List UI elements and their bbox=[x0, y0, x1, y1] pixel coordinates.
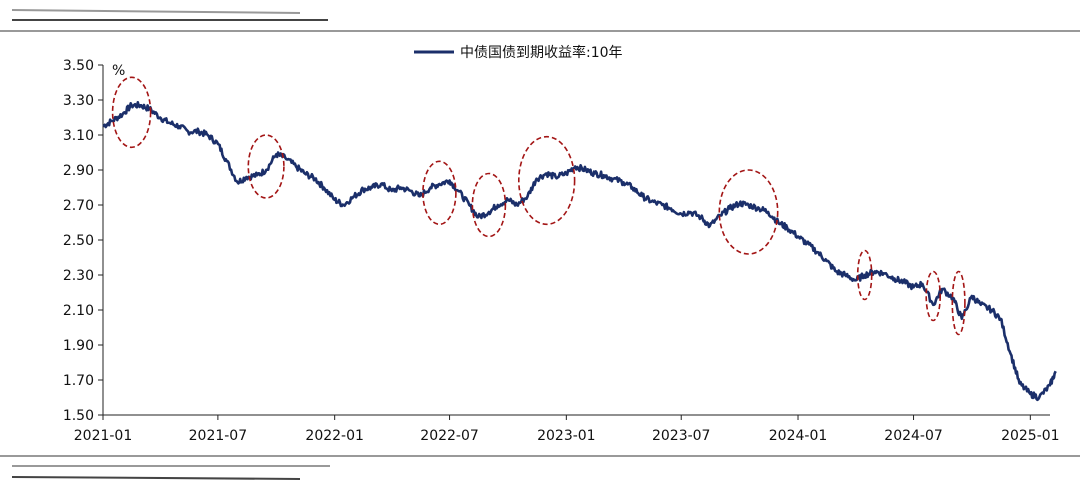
unit-label: % bbox=[112, 63, 125, 79]
axes: 3.50 3.30 3.10 2.90 2.70 2.50 2.30 2.10 1.90 1.70… bbox=[63, 58, 1060, 444]
x-tick-label: 2025-01 bbox=[1001, 428, 1060, 444]
x-tick-label: 2022-07 bbox=[420, 428, 479, 444]
x-tick-label: 2021-01 bbox=[74, 428, 133, 444]
x-tick-label: 2024-01 bbox=[769, 428, 828, 444]
y-tick-label: 2.70 bbox=[63, 198, 94, 214]
highlight-ellipse bbox=[111, 76, 152, 149]
header-stroke-light bbox=[11, 9, 301, 14]
y-tick-label: 3.10 bbox=[63, 128, 94, 144]
series-line bbox=[102, 101, 1057, 402]
x-tick-label: 2024-07 bbox=[884, 428, 943, 444]
highlight-ellipse bbox=[925, 270, 942, 322]
highlight-ellipse bbox=[517, 135, 576, 226]
highlight-ellipse bbox=[718, 169, 779, 255]
x-tick-label: 2021-07 bbox=[189, 428, 248, 444]
x-tick-label: 2023-01 bbox=[537, 428, 596, 444]
footer-decoration bbox=[11, 465, 330, 480]
footer-stroke-dark bbox=[11, 476, 301, 480]
highlight-ellipse bbox=[422, 160, 457, 226]
highlight-ellipse bbox=[951, 270, 966, 336]
highlight-ellipse bbox=[856, 249, 873, 301]
y-tick-label: 1.70 bbox=[63, 373, 94, 389]
series-layer bbox=[102, 101, 1057, 402]
y-tick-label: 2.50 bbox=[63, 233, 94, 249]
x-axis: 2021-01 2021-07 2022-01 2022-07 2023-01 2023-… bbox=[74, 414, 1060, 444]
legend: 中债国债到期收益率:10年 bbox=[414, 44, 623, 61]
y-tick-label: 1.90 bbox=[63, 338, 94, 354]
y-tick-label: 2.90 bbox=[63, 163, 94, 179]
x-tick-label: 2022-01 bbox=[305, 428, 364, 444]
annotation-layer bbox=[111, 76, 966, 336]
x-tick-label: 2023-07 bbox=[652, 428, 711, 444]
y-axis: 3.50 3.30 3.10 2.90 2.70 2.50 2.30 2.10 1.90 1.70… bbox=[63, 58, 104, 424]
y-tick-label: 2.10 bbox=[63, 303, 94, 319]
y-tick-label: 1.50 bbox=[63, 408, 94, 424]
legend-label: 中债国债到期收益率:10年 bbox=[460, 44, 623, 61]
y-tick-label: 2.30 bbox=[63, 268, 94, 284]
header-decoration bbox=[11, 9, 328, 21]
y-tick-label: 3.50 bbox=[63, 58, 94, 74]
highlight-ellipse bbox=[471, 172, 507, 238]
highlight-ellipse bbox=[247, 134, 285, 199]
y-tick-label: 3.30 bbox=[63, 93, 94, 109]
